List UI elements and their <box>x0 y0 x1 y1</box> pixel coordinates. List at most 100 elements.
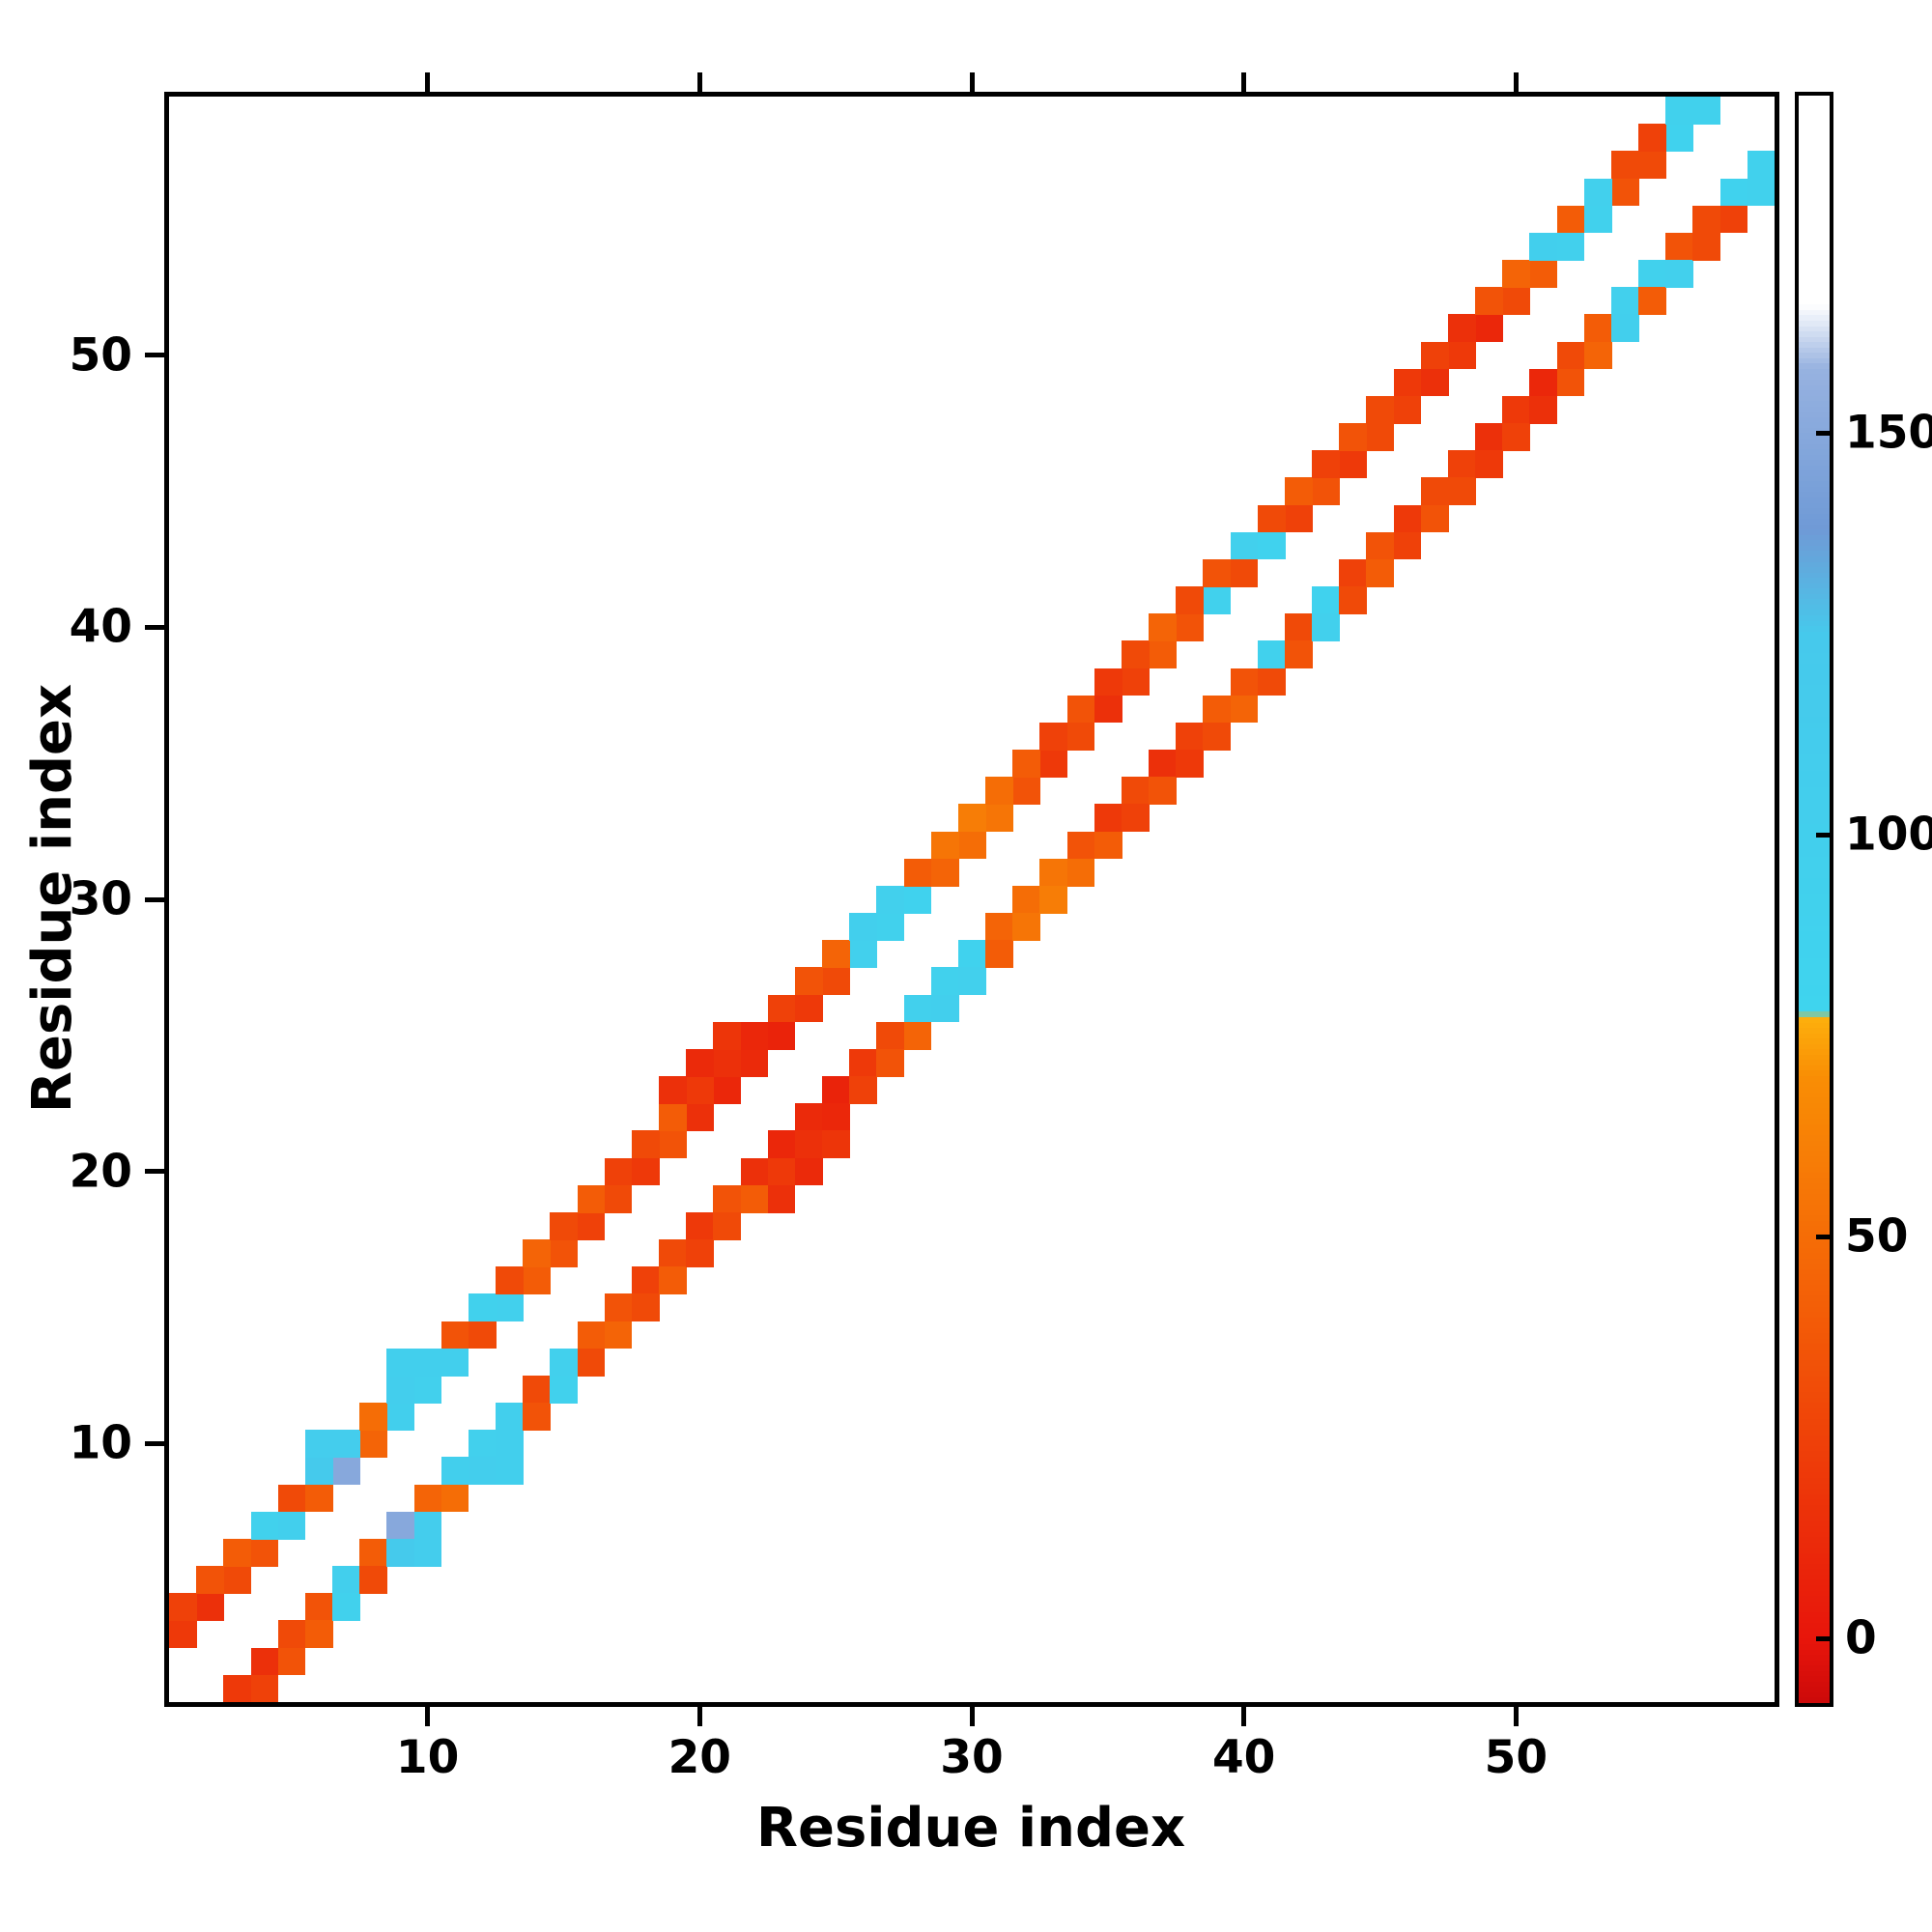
contact-cell <box>277 1647 306 1676</box>
contact-cell <box>1583 178 1612 207</box>
colorbar-slice <box>1799 422 1830 429</box>
contact-cell <box>659 1103 687 1132</box>
contact-cell <box>1312 613 1340 641</box>
colorbar-slice <box>1799 1381 1830 1388</box>
contact-cell <box>577 1321 606 1350</box>
colorbar-slice <box>1799 637 1830 643</box>
contact-cell <box>1583 314 1612 343</box>
contact-cell <box>1583 205 1612 234</box>
contact-cell <box>1638 124 1666 152</box>
colorbar-slice <box>1799 733 1830 740</box>
colorbar-slice <box>1799 839 1830 847</box>
colorbar-slice <box>1799 1569 1830 1576</box>
colorbar-slice <box>1799 872 1830 879</box>
contact-cell <box>250 1647 279 1676</box>
contact-cell <box>876 913 905 941</box>
colorbar-slice <box>1799 1172 1830 1179</box>
contact-cell <box>1556 368 1585 397</box>
contact-cell <box>1556 205 1585 234</box>
contact-cell <box>440 1484 469 1513</box>
contact-cell <box>1230 531 1259 560</box>
contact-cell <box>1094 831 1122 860</box>
colorbar-slice <box>1799 1365 1830 1372</box>
colorbar-slice <box>1799 1043 1830 1050</box>
contact-cell <box>1284 613 1313 641</box>
colorbar-slice <box>1799 578 1830 584</box>
colorbar-slice <box>1799 1537 1830 1544</box>
colorbar-slice <box>1799 475 1830 482</box>
colorbar-slice <box>1799 1633 1830 1640</box>
contact-cell <box>169 1620 197 1649</box>
colorbar-slice <box>1799 224 1830 231</box>
colorbar-slice <box>1799 936 1830 943</box>
contact-cell <box>1012 750 1041 778</box>
colorbar-slice <box>1799 631 1830 638</box>
colorbar-slice <box>1799 347 1830 354</box>
axis-tick <box>145 1169 164 1175</box>
colorbar-slice <box>1799 1258 1830 1264</box>
contact-cell <box>386 1538 415 1567</box>
contact-cell <box>1094 668 1122 696</box>
contact-cell <box>1149 750 1177 778</box>
colorbar-slice <box>1799 1312 1830 1319</box>
colorbar-slice <box>1799 326 1830 332</box>
colorbar-slice <box>1799 765 1830 772</box>
contact-cell <box>413 1375 442 1404</box>
colorbar-slice <box>1799 952 1830 959</box>
colorbar-slice <box>1799 1451 1830 1458</box>
colorbar-slice <box>1799 658 1830 665</box>
colorbar-slice <box>1799 540 1830 547</box>
colorbar-slice <box>1799 1285 1830 1292</box>
contact-cell <box>794 1103 823 1132</box>
contact-cell <box>250 1538 279 1567</box>
colorbar-slice <box>1799 1430 1830 1436</box>
colorbar-slice <box>1799 1322 1830 1329</box>
colorbar-slice <box>1799 191 1830 198</box>
colorbar-slice <box>1799 100 1830 107</box>
colorbar-slice <box>1799 883 1830 890</box>
colorbar-slice <box>1799 294 1830 300</box>
contact-cell <box>1665 260 1694 288</box>
contact-cell <box>1747 178 1775 207</box>
contact-cell <box>1366 395 1395 424</box>
colorbar-slice <box>1799 990 1830 997</box>
contact-cell <box>957 831 986 860</box>
colorbar-slice <box>1799 368 1830 376</box>
contact-cell <box>849 1076 877 1104</box>
colorbar-slice <box>1799 331 1830 338</box>
x-tick-label: 40 <box>1211 1731 1276 1784</box>
contact-cell <box>332 1566 360 1594</box>
colorbar-slice <box>1799 588 1830 595</box>
colorbar-slice <box>1799 170 1830 177</box>
contact-cell <box>1230 695 1259 724</box>
colorbar-slice <box>1799 904 1830 911</box>
colorbar-slice <box>1799 1670 1830 1677</box>
contact-cell <box>1012 885 1041 914</box>
x-tick-label: 10 <box>395 1731 460 1784</box>
contact-cell <box>1475 314 1503 343</box>
contact-cell <box>169 1593 197 1622</box>
colorbar-slice <box>1799 384 1830 391</box>
colorbar-slice <box>1799 309 1830 316</box>
colorbar-slice <box>1799 942 1830 949</box>
colorbar-slice <box>1799 711 1830 718</box>
colorbar-slice <box>1799 111 1830 118</box>
contact-cell <box>413 1538 442 1567</box>
contact-cell <box>1149 640 1177 669</box>
colorbar-slice <box>1799 1290 1830 1297</box>
colorbar-slice <box>1799 336 1830 343</box>
heatmap-plot <box>164 92 1779 1707</box>
contact-cell <box>550 1375 579 1404</box>
colorbar-slice <box>1799 845 1830 852</box>
axis-tick <box>1513 72 1519 92</box>
colorbar-slice <box>1799 797 1830 804</box>
colorbar-tick-label: 0 <box>1845 1611 1877 1665</box>
colorbar-slice <box>1799 465 1830 471</box>
colorbar-slice <box>1799 1601 1830 1607</box>
colorbar-slice <box>1799 1617 1830 1624</box>
contact-cell <box>686 1239 714 1267</box>
colorbar-slice <box>1799 1552 1830 1559</box>
contact-cell <box>1556 341 1585 370</box>
colorbar-slice <box>1799 958 1830 965</box>
contact-cell <box>1094 804 1122 833</box>
